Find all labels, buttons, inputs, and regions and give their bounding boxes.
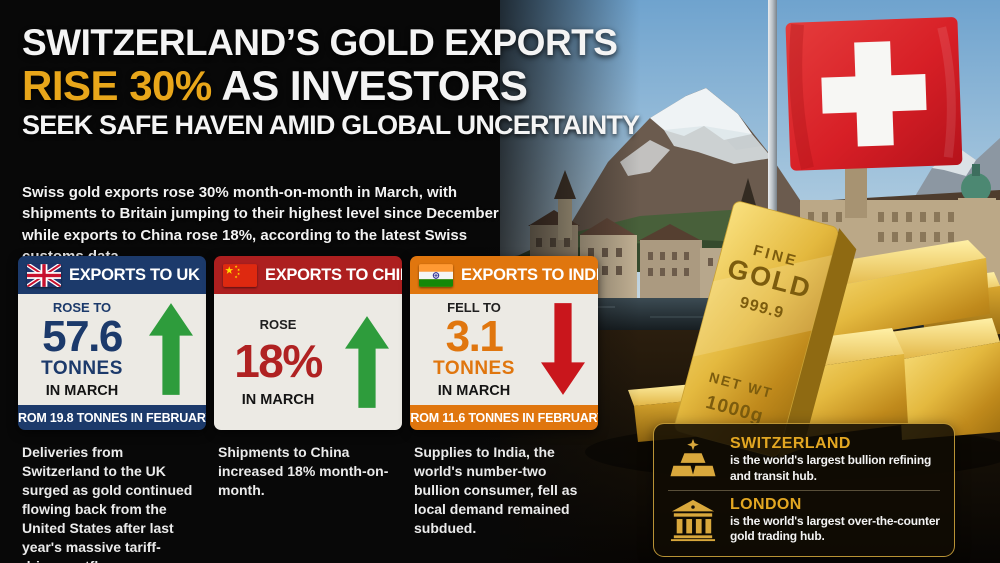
card-uk-title: EXPORTS TO UK [69,265,200,284]
card-exports-uk: EXPORTS TO UK ROSE TO 57.6 TONNES IN MAR… [18,256,206,430]
headline-line2: RISE 30% AS INVESTORS [22,63,639,109]
headline: SWITZERLAND’S GOLD EXPORTS RISE 30% AS I… [22,22,640,141]
india-description: Supplies to India, the world's number-tw… [414,444,578,537]
china-description: Shipments to China increased 18% month-o… [218,444,389,499]
uk-description: Deliveries from Switzerland to the UK su… [22,444,193,563]
bank-icon [668,496,718,544]
fact-london-title: LONDON [730,495,802,513]
card-india-header: EXPORTS TO INDIA [410,256,598,294]
card-india-value: 3.1 [445,312,504,361]
down-arrow-icon [536,300,590,399]
gold-bars-icon [668,436,718,484]
headline-line1: SWITZERLAND’S GOLD EXPORTS [22,22,618,63]
up-arrow-icon [340,300,394,424]
card-uk-body: ROSE TO 57.6 TONNES IN MARCH [18,294,206,405]
card-descriptions: Deliveries from Switzerland to the UK su… [18,443,598,563]
panel-divider [668,489,940,491]
headline-highlight: RISE 30% [22,62,212,110]
card-china-period: IN MARCH [241,391,315,408]
card-uk-footer: FROM 19.8 TONNES IN FEBRUARY [18,404,206,430]
card-india-unit: TONNES [433,358,515,379]
card-exports-china: EXPORTS TO CHINA ROSE 18% IN MARCH [214,256,402,430]
card-exports-india: EXPORTS TO INDIA FELL TO 3.1 TONNES IN M… [410,256,598,430]
card-india-period: IN MARCH [437,382,511,399]
card-china-label: ROSE [259,316,297,332]
card-uk-unit: TONNES [41,358,123,379]
card-uk-header: EXPORTS TO UK [18,256,206,294]
fact-switzerland-title: SWITZERLAND [730,435,851,453]
card-china-value: 18% [234,334,323,387]
uk-flag-icon [27,263,61,287]
up-arrow-icon [144,300,198,399]
card-uk-period: IN MARCH [45,382,119,399]
headline-line3: SEEK SAFE HAVEN AMID GLOBAL UNCERTAINTY [22,109,640,140]
facts-panel: SWITZERLAND is the world's largest bulli… [653,423,955,557]
headline-line2-rest: AS INVESTORS [211,62,528,110]
card-uk-value: 57.6 [42,312,123,361]
card-china-header: EXPORTS TO CHINA [214,256,402,294]
card-china-title: EXPORTS TO CHINA [265,265,402,284]
fact-switzerland: SWITZERLAND is the world's largest bulli… [668,435,940,484]
fact-london: LONDON is the world's largest over-the-c… [668,496,940,545]
fact-london-text: is the world's largest over-the-counter … [730,513,940,544]
stat-cards: EXPORTS TO UK ROSE TO 57.6 TONNES IN MAR… [18,256,598,430]
fact-switzerland-text: is the world's largest bullion refining … [730,453,932,483]
card-china-body: ROSE 18% IN MARCH [214,294,402,430]
card-india-footer: FROM 11.6 TONNES IN FEBRUARY [410,404,598,430]
card-india-body: FELL TO 3.1 TONNES IN MARCH [410,294,598,405]
china-flag-icon [223,263,257,287]
intro-paragraph: Swiss gold exports rose 30% month-on-mon… [22,184,499,265]
india-flag-icon [419,263,453,287]
card-india-title: EXPORTS TO INDIA [461,265,598,284]
